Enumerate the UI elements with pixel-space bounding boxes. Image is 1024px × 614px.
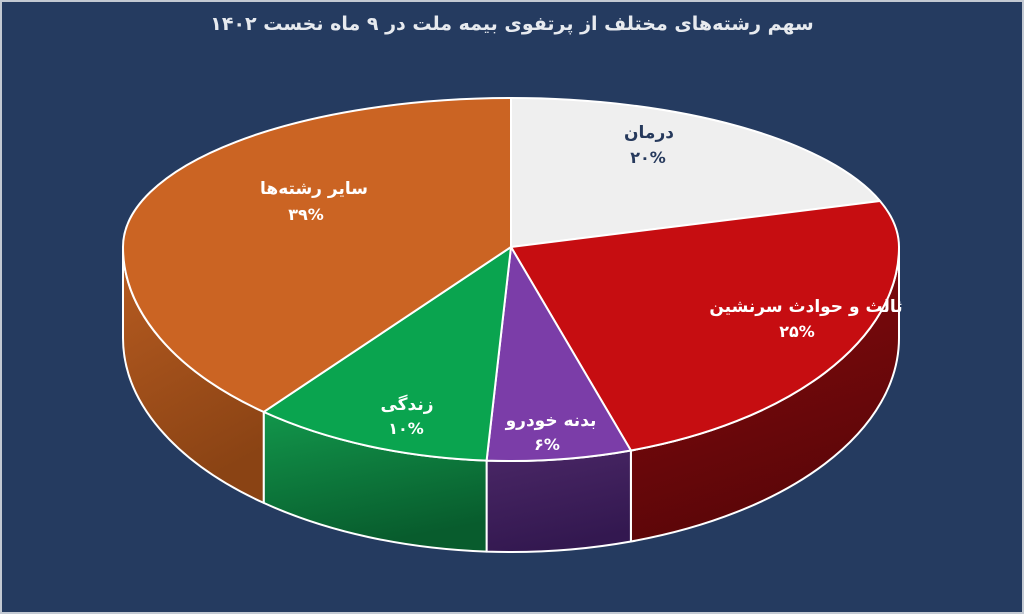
pie-percent-third-party-passenger-accidents: ۲۵% — [779, 322, 815, 341]
pie-slice-car-body[interactable] — [485, 246, 632, 462]
pie-label-other-fields: سایر رشته‌ها — [260, 179, 368, 199]
pie-slice-other-fields[interactable] — [122, 97, 512, 413]
pie-label-car-body: بدنه خودرو — [505, 411, 597, 431]
pie-percent-car-body: ۶% — [534, 435, 560, 454]
pie-percent-treatment: ۲۰% — [630, 148, 666, 167]
pie-slice-treatment[interactable] — [510, 97, 881, 248]
pie-percent-life: ۱۰% — [388, 419, 424, 438]
pie-label-life: زندگی — [380, 394, 433, 415]
pie-label-third-party-passenger-accidents: ثالث و حوادث سرنشین — [709, 297, 902, 317]
pie-slice-life[interactable] — [262, 246, 512, 462]
pie-slice-third-party-passenger-accidents[interactable] — [510, 200, 900, 452]
pie-label-treatment: درمان — [624, 123, 674, 143]
chart-title: سهم رشته‌های مختلف از پرتفوی بیمه ملت در… — [210, 13, 814, 35]
pie-percent-other-fields: ۳۹% — [288, 205, 324, 224]
pie-slice-car-body-side — [485, 449, 632, 553]
